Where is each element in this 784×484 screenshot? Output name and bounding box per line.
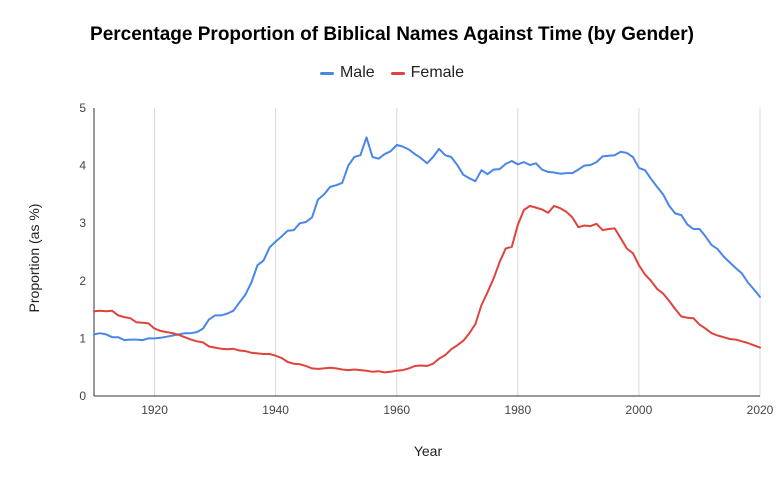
tick-labels: 1920 1940 1960 1980 2000 2020 0 1 2 3 4 5 [79, 101, 773, 417]
legend-label-male: Male [339, 64, 375, 81]
y-tick-label: 0 [79, 389, 86, 403]
y-tick-label: 4 [79, 159, 86, 173]
legend-swatch-male [319, 71, 334, 75]
legend-swatch-female [390, 71, 405, 75]
legend-label-female: Female [410, 64, 465, 81]
grid-lines [154, 108, 761, 396]
legend-item-female: Female [390, 64, 465, 82]
x-tick-label: 1960 [383, 403, 410, 417]
y-tick-label: 1 [79, 331, 86, 345]
y-tick-label: 3 [79, 216, 86, 230]
y-axis-title: Proportion (as %) [26, 204, 42, 313]
legend: Male Female [0, 64, 784, 82]
x-tick-label: 2020 [747, 403, 774, 417]
x-axis-title: Year [414, 443, 443, 459]
series-line-female [93, 204, 761, 374]
series-line-male [93, 136, 761, 342]
legend-item-male: Male [319, 64, 375, 82]
chart-title: Percentage Proportion of Biblical Names … [90, 24, 694, 45]
x-tick-label: 1920 [141, 403, 168, 417]
y-tick-label: 2 [79, 274, 86, 288]
series-lines [93, 136, 761, 374]
x-tick-label: 1940 [262, 403, 289, 417]
x-tick-label: 1980 [504, 403, 531, 417]
y-tick-label: 5 [79, 101, 86, 115]
axes [93, 108, 760, 397]
x-tick-label: 2000 [626, 403, 653, 417]
